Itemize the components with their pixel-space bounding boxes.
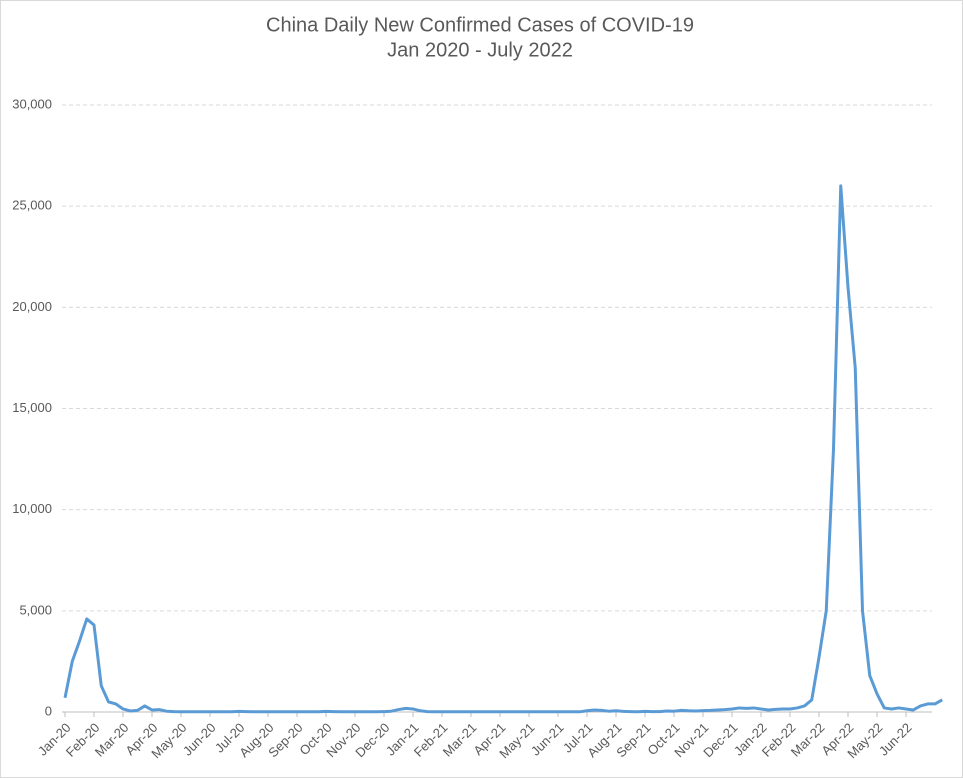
y-tick-label: 15,000 — [12, 400, 52, 415]
y-tick-label: 25,000 — [12, 198, 52, 213]
y-tick-label: 5,000 — [19, 602, 52, 617]
chart-subtitle: Jan 2020 - July 2022 — [387, 39, 573, 61]
data-line — [63, 184, 943, 714]
y-tick-label: 30,000 — [12, 96, 52, 111]
y-tick-label: 0 — [45, 703, 52, 718]
chart-title: China Daily New Confirmed Cases of COVID… — [266, 14, 694, 36]
y-tick-label: 10,000 — [12, 501, 52, 516]
y-tick-label: 20,000 — [12, 299, 52, 314]
